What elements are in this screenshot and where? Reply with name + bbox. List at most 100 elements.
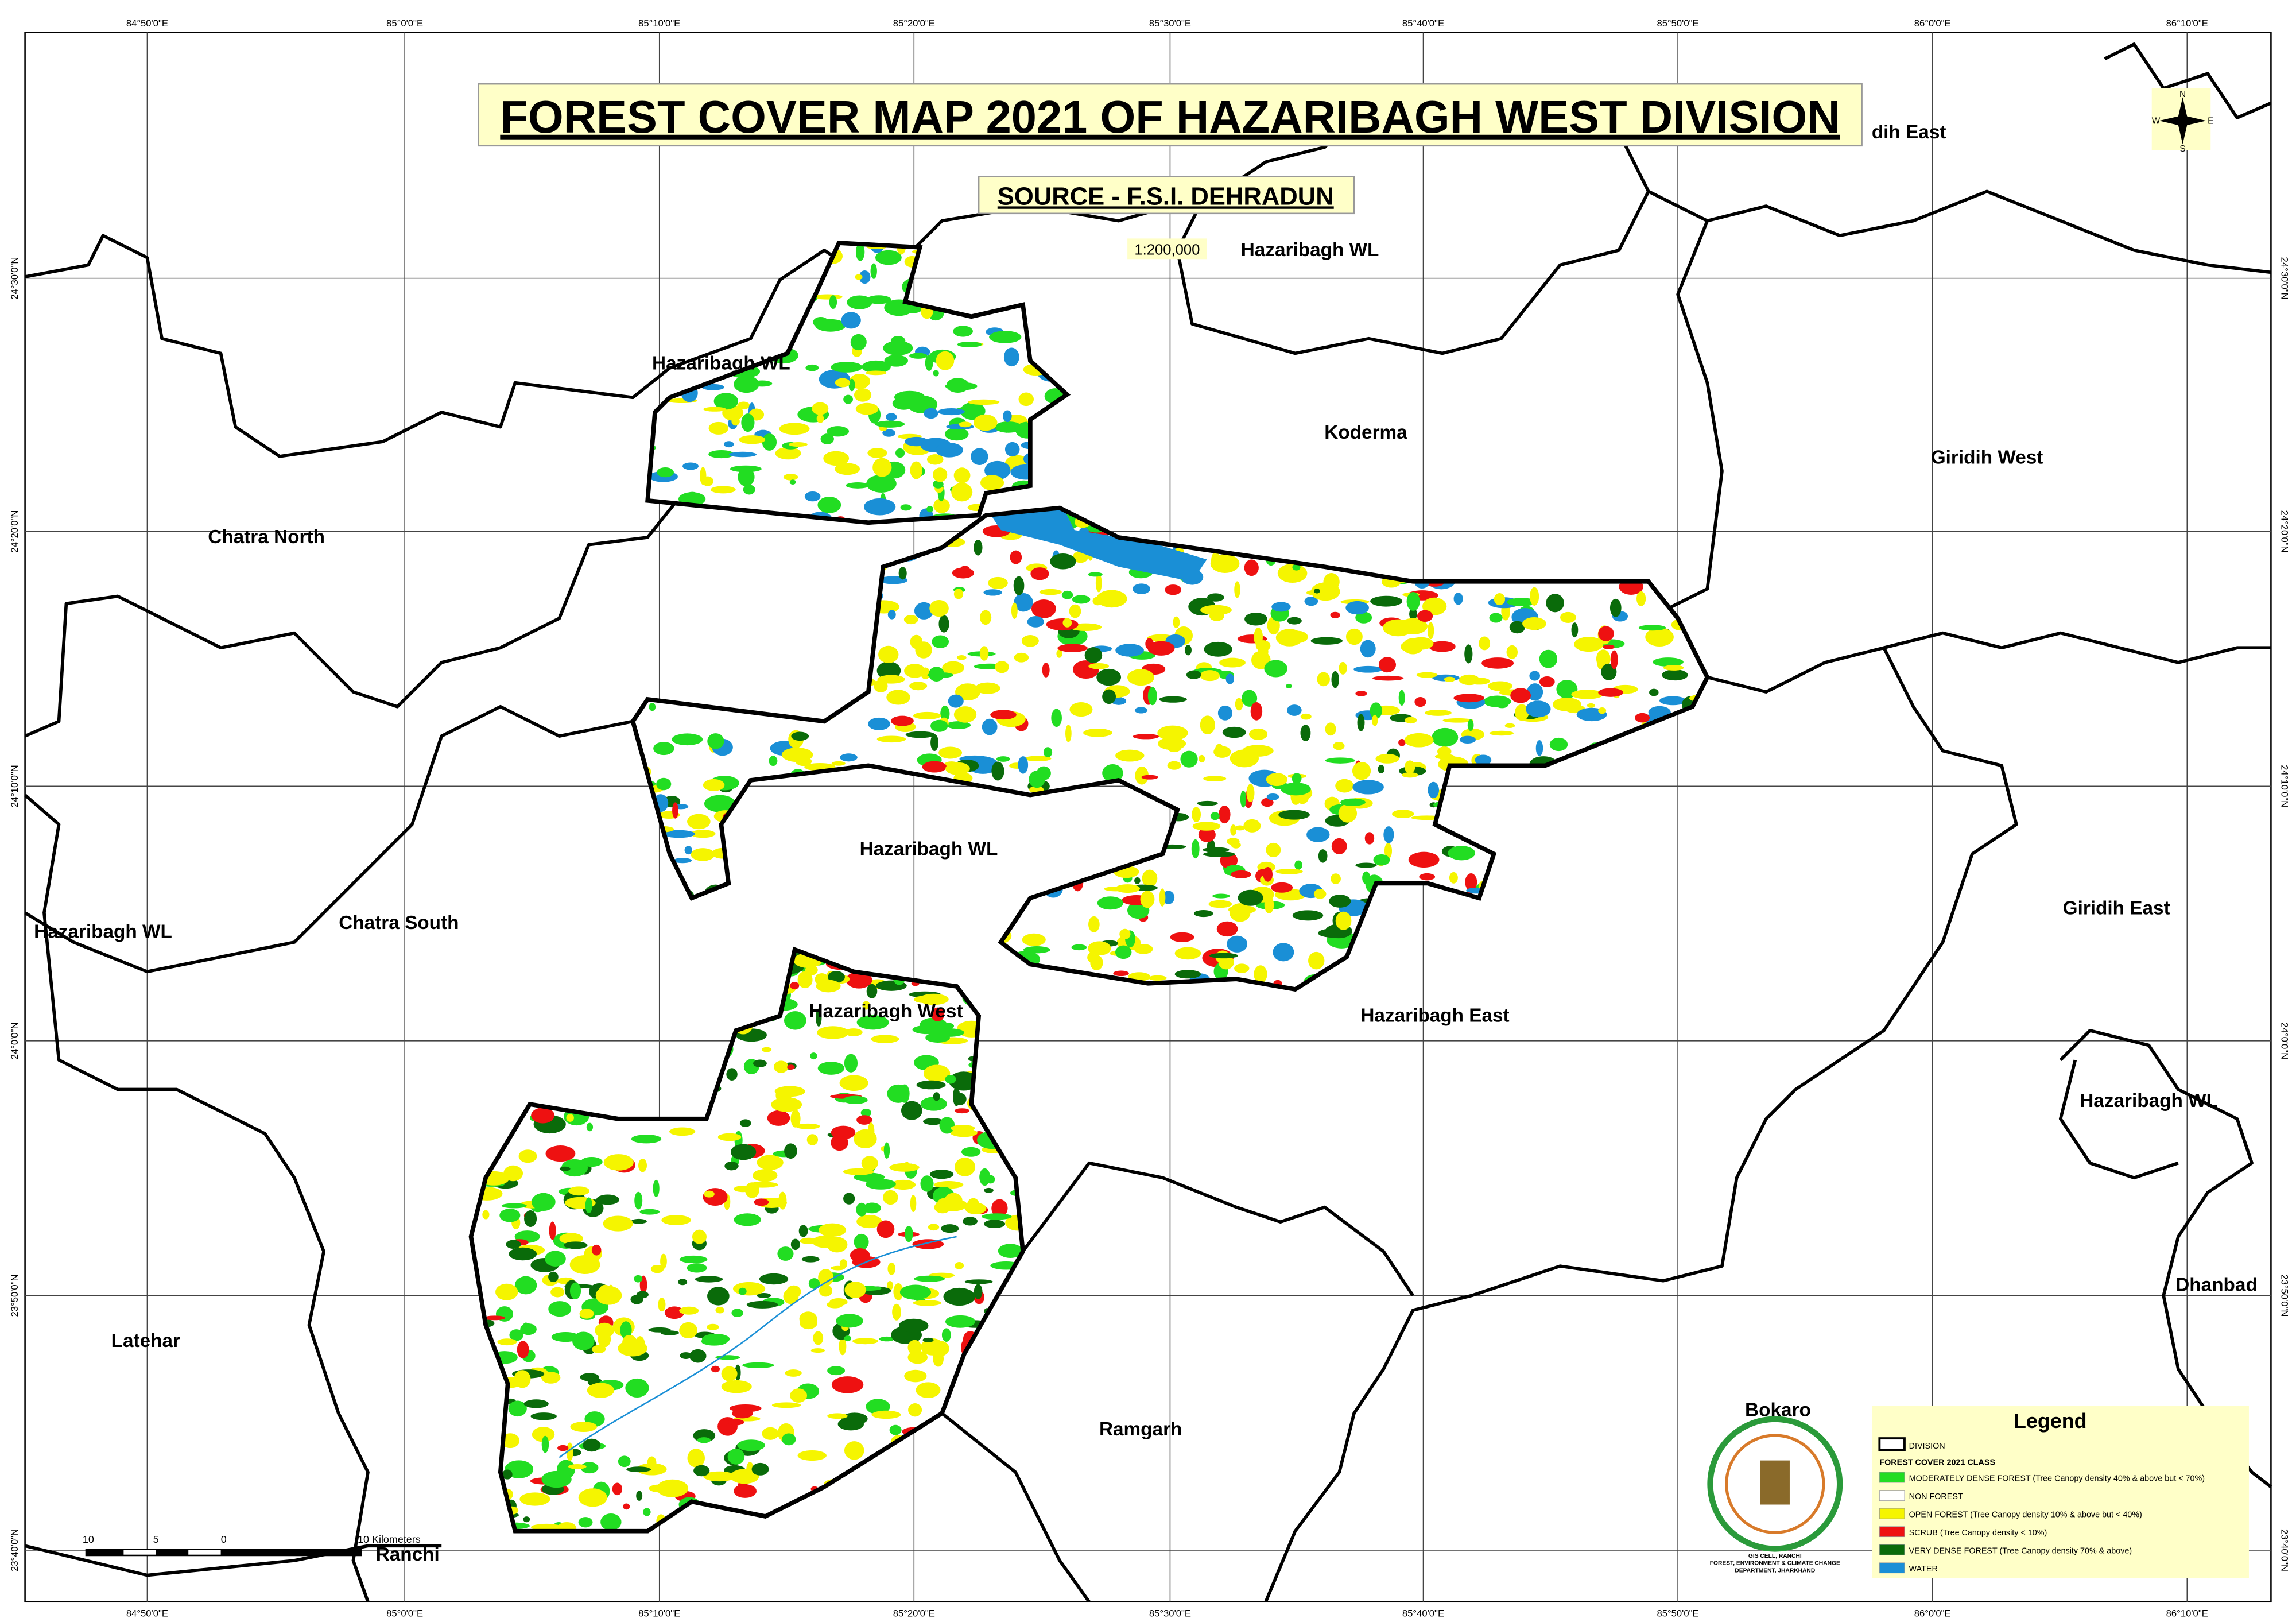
cover-patch [1427, 622, 1434, 640]
cover-patch [783, 474, 798, 481]
cover-patch [1663, 665, 1684, 671]
region-label: Hazaribagh WL [652, 353, 790, 374]
region-label: Chatra South [339, 912, 459, 934]
cover-patch [862, 360, 891, 373]
cover-patch [1408, 851, 1440, 868]
cover-patch [1653, 657, 1684, 667]
cover-patch [1162, 891, 1175, 904]
cover-patch [916, 1382, 941, 1398]
cover-patch [509, 1329, 523, 1341]
cover-patch [523, 1399, 549, 1408]
compass-n: N [2179, 90, 2186, 99]
cover-patch [1062, 618, 1072, 628]
cover-patch [501, 1203, 527, 1209]
cover-patch [1102, 689, 1116, 704]
cover-patch [905, 731, 935, 738]
cover-patch [787, 1064, 795, 1070]
cover-patch [682, 462, 699, 470]
cover-patch [953, 706, 977, 723]
cover-patch [954, 1108, 970, 1114]
cover-patch [1210, 812, 1220, 820]
cover-patch [1226, 838, 1240, 845]
cover-patch [1432, 727, 1459, 747]
cover-patch [820, 433, 834, 444]
legend-title: Legend [2014, 1410, 2087, 1433]
compass-s: S [2179, 144, 2185, 154]
cover-patch [1429, 641, 1456, 652]
cover-patch [840, 753, 858, 762]
cover-patch [1273, 943, 1294, 962]
cover-patch [718, 1133, 742, 1141]
cover-patch [1197, 800, 1218, 806]
source: SOURCE - F.S.I. DEHRADUN [998, 183, 1334, 210]
cover-patch [850, 1248, 870, 1263]
cover-patch [810, 1348, 825, 1353]
cover-patch [679, 1322, 698, 1339]
cover-patch [1402, 772, 1418, 778]
cover-patch [669, 1127, 696, 1136]
cover-patch [656, 777, 672, 791]
cover-patch [771, 1402, 801, 1408]
cover-patch [1208, 900, 1232, 908]
cover-patch [672, 802, 678, 819]
longitude-label: 85°10'0"E [638, 1608, 680, 1619]
cover-patch [744, 1182, 759, 1198]
legend-swatch [1879, 1472, 1905, 1483]
cover-patch [817, 1062, 845, 1075]
cover-patch [805, 364, 819, 371]
cover-patch [909, 682, 928, 691]
cover-patch [1115, 945, 1132, 959]
cover-patch [739, 1119, 751, 1127]
cover-patch [1409, 637, 1434, 650]
cover-patch [557, 1445, 569, 1451]
cover-patch [1489, 613, 1503, 623]
cover-patch [704, 795, 736, 812]
cover-patch [945, 1315, 975, 1328]
cover-patch [1338, 804, 1358, 823]
cover-patch [1231, 870, 1251, 878]
longitude-label: 86°0'0"E [1914, 1608, 1951, 1619]
cover-patch [799, 1311, 817, 1326]
cover-patch [1056, 649, 1062, 658]
cover-patch [914, 602, 934, 620]
cover-patch [520, 1323, 537, 1335]
cover-patch [1240, 790, 1247, 808]
cover-patch [1370, 702, 1382, 719]
cover-patch [1467, 719, 1474, 731]
cover-patch [636, 1491, 643, 1501]
cover-patch [564, 1241, 588, 1249]
cover-patch [1464, 644, 1473, 664]
cover-patch [703, 407, 726, 412]
cover-patch [731, 1309, 743, 1318]
cover-patch [1003, 426, 1010, 433]
cover-patch [904, 1225, 913, 1242]
cover-patch [831, 1134, 848, 1151]
legend-label: NON FOREST [1909, 1492, 1963, 1501]
cover-patch [827, 1413, 848, 1419]
cover-patch [779, 423, 810, 435]
cover-patch [1266, 793, 1279, 800]
cover-patch [1234, 581, 1240, 598]
cover-patch [1372, 675, 1404, 681]
cover-patch [1095, 574, 1102, 593]
cover-patch [1051, 709, 1062, 727]
cover-patch [855, 274, 863, 280]
cover-patch [1115, 644, 1144, 657]
cover-patch [734, 1484, 757, 1498]
cover-patch [986, 1175, 995, 1184]
cover-patch [910, 461, 922, 479]
cover-patch [1598, 707, 1607, 714]
cover-patch [943, 1287, 975, 1306]
cover-patch [891, 1179, 916, 1190]
region-label: Giridih East [2063, 897, 2170, 919]
cover-patch [829, 1298, 848, 1306]
cover-patch [1406, 592, 1420, 611]
cover-patch [953, 1093, 967, 1105]
cover-patch [785, 1369, 802, 1377]
cover-patch [1021, 635, 1039, 647]
cover-patch [570, 1422, 598, 1433]
cover-patch [509, 1247, 537, 1261]
cover-patch [1635, 713, 1650, 723]
cover-patch [1191, 839, 1200, 859]
cover-patch [940, 1023, 955, 1029]
